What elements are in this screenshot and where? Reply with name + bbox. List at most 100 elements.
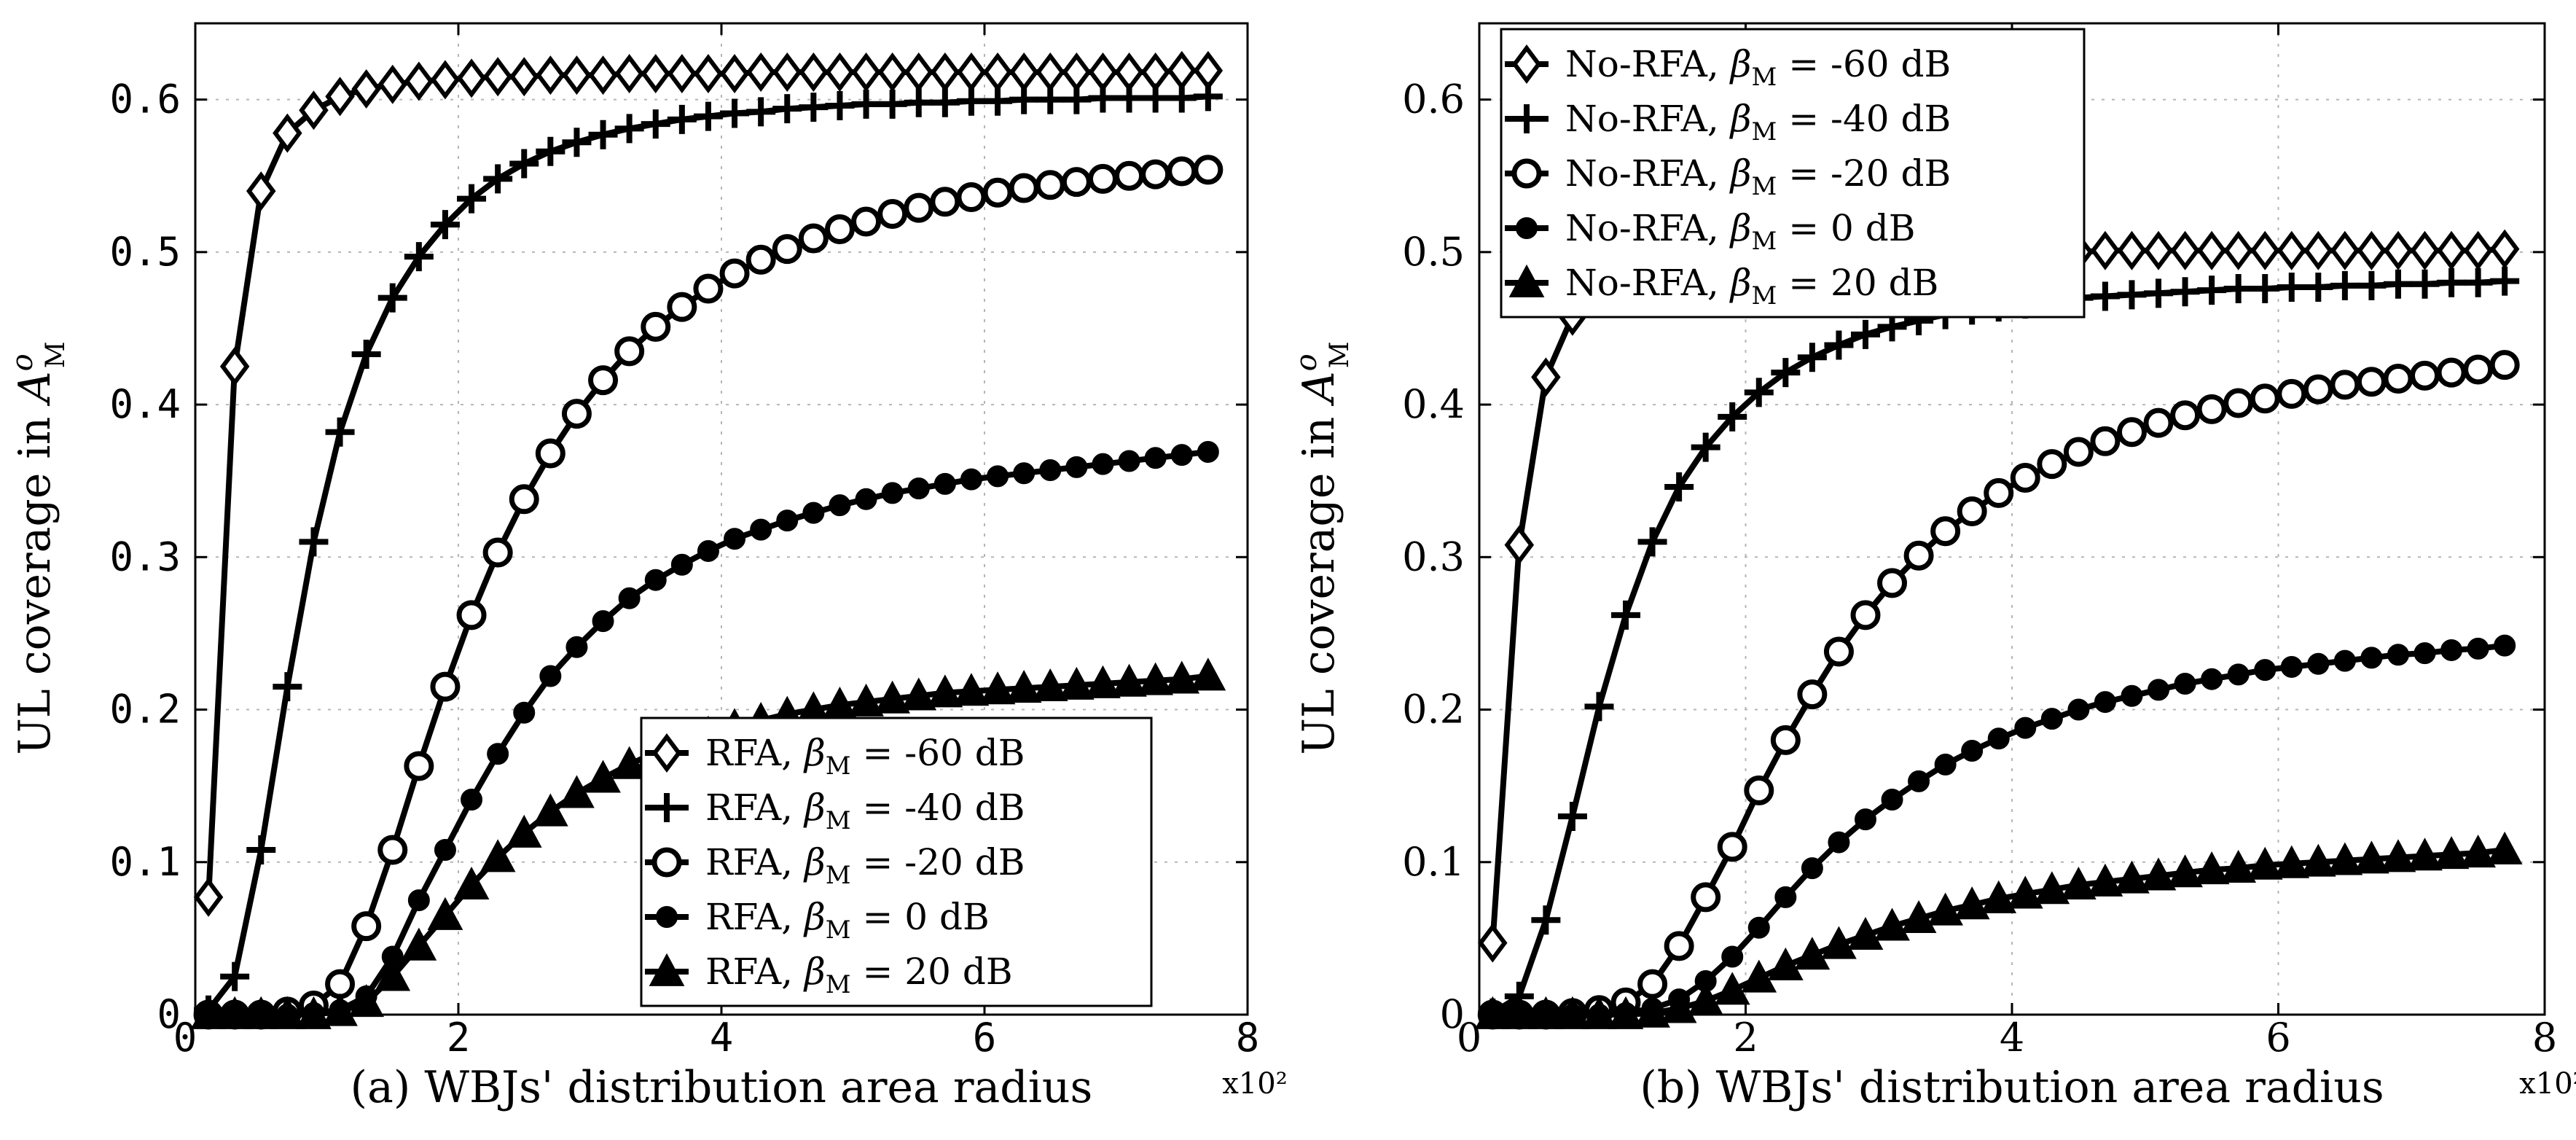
data-point-a-2-17 [641,311,671,342]
data-point-b-2-11 [1770,725,1801,755]
data-point-b-2-12 [1797,679,1828,710]
data-point-b-2-15 [1877,568,1908,598]
data-point-a-0-31 [1009,52,1039,92]
legend-marker-a-3 [656,906,678,928]
data-point-a-4-31 [1006,670,1042,703]
series-b-3 [1481,634,2516,1026]
y-tick-label-b-0: 0 [1440,991,1465,1037]
x-axis-label-b: (b) WBJs' distribution area radius [1640,1062,2384,1113]
data-point-a-4-9 [427,897,463,930]
data-point-a-3-29 [960,468,982,491]
x-tick-label-a-4: 8 [1236,1015,1260,1061]
data-point-b-4-34 [2380,839,2416,872]
data-point-a-2-21 [745,244,776,275]
data-point-a-4-2 [243,996,279,1029]
data-point-b-3-21 [2040,708,2063,730]
data-point-b-2-29 [2250,383,2280,414]
data-point-a-1-16 [614,114,644,144]
data-point-b-1-7 [1664,472,1694,502]
data-point-b-0-26 [2170,230,2200,270]
data-point-a-1-28 [930,87,960,117]
data-point-b-2-13 [1823,636,1854,667]
data-point-a-4-7 [375,958,411,991]
data-point-a-3-18 [670,553,693,576]
data-point-b-3-36 [2440,639,2463,661]
data-point-b-2-22 [2063,437,2094,467]
x-tick-label-b-0: 0 [1457,1015,1481,1061]
data-point-a-2-12 [509,484,539,515]
x-axis-label-a: (a) WBJs' distribution area radius [351,1062,1093,1113]
data-point-b-4-22 [2061,866,2097,900]
data-point-b-2-27 [2196,394,2227,424]
data-point-b-2-6 [1637,969,1668,999]
data-point-b-1-9 [1718,402,1747,432]
data-point-a-0-2 [246,171,276,211]
data-point-a-4-5 [322,993,358,1026]
data-point-a-3-8 [407,889,430,912]
data-point-b-1-5 [1611,600,1641,630]
data-point-a-4-25 [848,683,884,717]
y-axis-label-b: UL coverage in AoM [1290,341,1355,754]
data-point-b-4-0 [1474,996,1511,1029]
x-tick-label-a-2: 4 [710,1015,734,1061]
data-point-a-1-33 [1062,85,1092,114]
data-point-b-2-14 [1850,600,1881,630]
data-point-b-4-12 [1794,937,1831,970]
data-point-b-2-26 [2170,400,2201,431]
data-point-a-2-16 [614,336,645,367]
data-point-a-0-28 [930,52,960,92]
data-point-b-3-16 [1908,770,1930,792]
data-point-a-3-33 [1065,456,1088,478]
data-point-b-3-30 [2280,655,2303,678]
data-point-b-4-29 [2247,846,2283,880]
data-point-a-4-4 [296,996,332,1029]
data-point-a-4-14 [559,775,595,808]
data-point-b-3-18 [1961,740,1984,762]
legend-label-b-1: No-RFA, βM = -40 dB [1565,98,1951,147]
data-point-a-1-32 [1036,85,1065,114]
data-point-b-1-6 [1637,527,1667,557]
data-point-b-4-30 [2274,845,2310,878]
data-point-b-4-23 [2087,863,2123,897]
data-point-b-1-11 [1771,358,1801,388]
data-point-a-3-14 [565,636,588,658]
data-point-a-3-19 [697,539,719,562]
x-tick-label-b-2: 4 [2000,1015,2024,1061]
legend-marker-b-0 [1511,44,1542,84]
legend-marker-b-3 [1516,217,1538,239]
data-point-a-1-13 [536,136,565,166]
data-point-b-3-13 [1828,831,1850,854]
data-point-a-2-7 [377,835,408,865]
data-point-a-3-17 [644,569,667,591]
data-point-a-2-23 [798,223,829,254]
data-point-a-0-29 [956,52,987,92]
data-point-a-4-10 [453,866,490,900]
data-point-b-4-25 [2140,857,2177,891]
data-point-a-1-36 [1140,83,1170,113]
data-point-b-1-23 [2090,281,2120,311]
data-point-a-4-28 [927,674,963,708]
data-point-b-3-23 [2094,691,2116,714]
data-point-b-0-29 [2250,230,2280,270]
data-point-b-2-37 [2463,354,2494,385]
data-point-a-3-22 [776,510,799,532]
data-point-a-0-33 [1062,52,1092,92]
data-point-a-0-5 [325,77,355,117]
y-tick-label-b-1: 0.1 [1402,839,1465,885]
data-point-b-1-28 [2223,274,2253,304]
data-point-a-2-15 [588,365,619,396]
data-point-b-2-18 [1957,496,1987,527]
data-point-b-0-23 [2090,230,2121,270]
data-point-a-0-37 [1167,50,1197,90]
legend-label-a-1: RFA, βM = -40 dB [705,786,1025,835]
data-point-b-3-17 [1934,753,1957,776]
data-point-b-4-15 [1874,907,1910,941]
data-point-a-3-23 [802,501,825,524]
data-point-b-3-27 [2201,668,2223,690]
data-point-b-0-30 [2276,230,2307,270]
legend-label-b-4: No-RFA, βM = 20 dB [1565,262,1938,311]
data-point-b-2-16 [1903,540,1934,571]
data-point-a-4-6 [348,984,385,1018]
data-point-a-3-28 [933,472,956,495]
data-point-a-2-34 [1087,163,1118,194]
